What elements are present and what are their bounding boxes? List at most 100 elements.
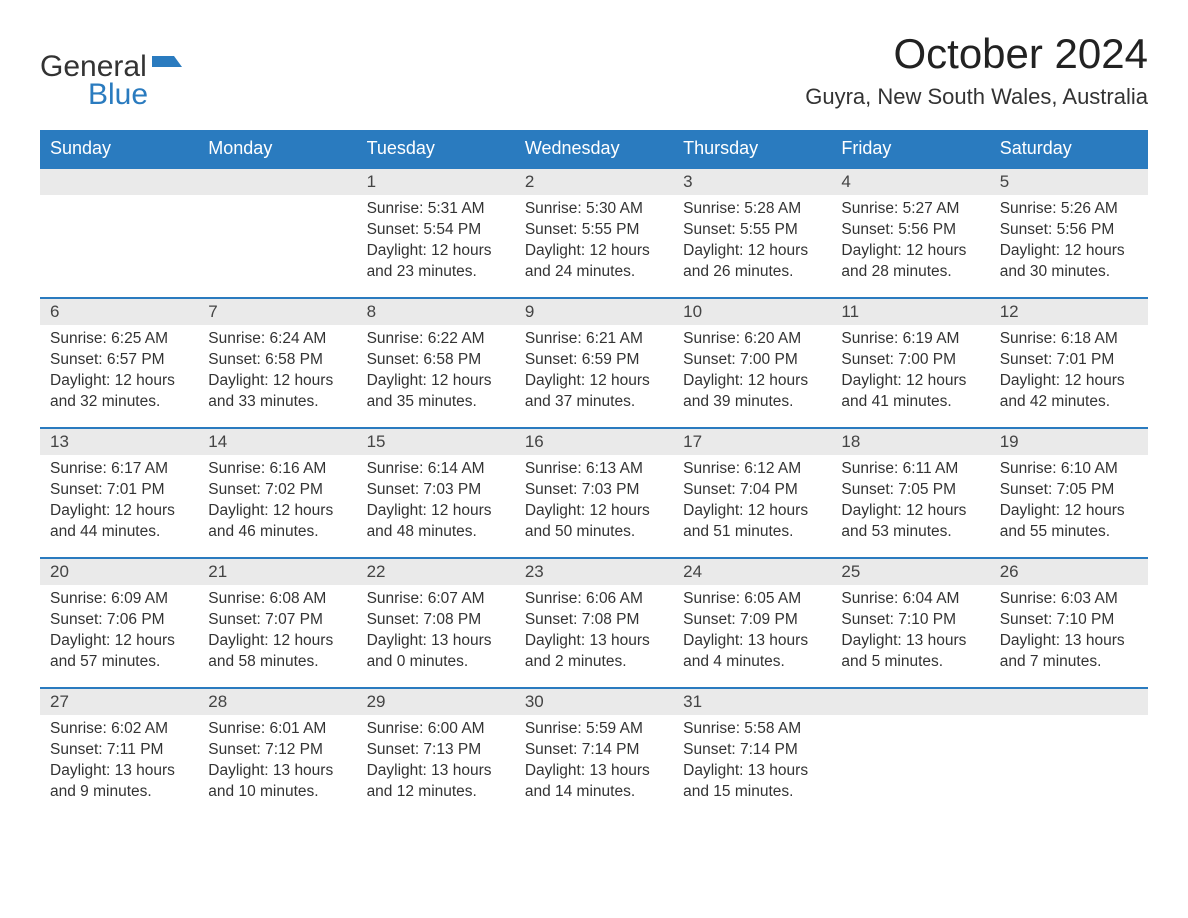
day-number: 29	[357, 689, 515, 715]
week-row: 13Sunrise: 6:17 AMSunset: 7:01 PMDayligh…	[40, 427, 1148, 557]
day-number: 3	[673, 169, 831, 195]
day-cell: 4Sunrise: 5:27 AMSunset: 5:56 PMDaylight…	[831, 169, 989, 297]
day-details: Sunrise: 5:58 AMSunset: 7:14 PMDaylight:…	[673, 715, 831, 803]
day-details: Sunrise: 5:59 AMSunset: 7:14 PMDaylight:…	[515, 715, 673, 803]
day-details: Sunrise: 6:20 AMSunset: 7:00 PMDaylight:…	[673, 325, 831, 413]
day-cell: 20Sunrise: 6:09 AMSunset: 7:06 PMDayligh…	[40, 559, 198, 687]
day-number: 24	[673, 559, 831, 585]
day-details: Sunrise: 6:17 AMSunset: 7:01 PMDaylight:…	[40, 455, 198, 543]
day-details: Sunrise: 6:10 AMSunset: 7:05 PMDaylight:…	[990, 455, 1148, 543]
day-number: 4	[831, 169, 989, 195]
day-details: Sunrise: 6:09 AMSunset: 7:06 PMDaylight:…	[40, 585, 198, 673]
day-cell: 13Sunrise: 6:17 AMSunset: 7:01 PMDayligh…	[40, 429, 198, 557]
day-details: Sunrise: 6:24 AMSunset: 6:58 PMDaylight:…	[198, 325, 356, 413]
day-cell	[831, 689, 989, 817]
calendar: SundayMondayTuesdayWednesdayThursdayFrid…	[40, 130, 1148, 817]
day-number: 6	[40, 299, 198, 325]
day-number: 30	[515, 689, 673, 715]
empty-day-bar	[198, 169, 356, 195]
day-details: Sunrise: 6:11 AMSunset: 7:05 PMDaylight:…	[831, 455, 989, 543]
location-text: Guyra, New South Wales, Australia	[805, 84, 1148, 110]
weekday-header: Saturday	[990, 130, 1148, 167]
day-details: Sunrise: 6:04 AMSunset: 7:10 PMDaylight:…	[831, 585, 989, 673]
day-details: Sunrise: 6:25 AMSunset: 6:57 PMDaylight:…	[40, 325, 198, 413]
day-cell: 27Sunrise: 6:02 AMSunset: 7:11 PMDayligh…	[40, 689, 198, 817]
header-row: General Blue October 2024 Guyra, New Sou…	[40, 30, 1148, 112]
week-row: 6Sunrise: 6:25 AMSunset: 6:57 PMDaylight…	[40, 297, 1148, 427]
day-details: Sunrise: 6:12 AMSunset: 7:04 PMDaylight:…	[673, 455, 831, 543]
day-number: 11	[831, 299, 989, 325]
day-cell: 19Sunrise: 6:10 AMSunset: 7:05 PMDayligh…	[990, 429, 1148, 557]
day-number: 10	[673, 299, 831, 325]
logo-text-blue: Blue	[88, 78, 182, 112]
day-details: Sunrise: 5:31 AMSunset: 5:54 PMDaylight:…	[357, 195, 515, 283]
day-cell: 21Sunrise: 6:08 AMSunset: 7:07 PMDayligh…	[198, 559, 356, 687]
day-number: 27	[40, 689, 198, 715]
day-cell: 17Sunrise: 6:12 AMSunset: 7:04 PMDayligh…	[673, 429, 831, 557]
day-details: Sunrise: 5:28 AMSunset: 5:55 PMDaylight:…	[673, 195, 831, 283]
day-number: 1	[357, 169, 515, 195]
title-block: October 2024 Guyra, New South Wales, Aus…	[805, 30, 1148, 110]
day-number: 17	[673, 429, 831, 455]
day-number: 13	[40, 429, 198, 455]
day-number: 23	[515, 559, 673, 585]
day-cell: 29Sunrise: 6:00 AMSunset: 7:13 PMDayligh…	[357, 689, 515, 817]
day-number: 12	[990, 299, 1148, 325]
empty-day-bar	[990, 689, 1148, 715]
weekday-header: Monday	[198, 130, 356, 167]
day-cell: 24Sunrise: 6:05 AMSunset: 7:09 PMDayligh…	[673, 559, 831, 687]
week-row: 1Sunrise: 5:31 AMSunset: 5:54 PMDaylight…	[40, 167, 1148, 297]
logo-flag-icon	[152, 56, 182, 83]
day-cell: 15Sunrise: 6:14 AMSunset: 7:03 PMDayligh…	[357, 429, 515, 557]
day-cell: 7Sunrise: 6:24 AMSunset: 6:58 PMDaylight…	[198, 299, 356, 427]
day-details: Sunrise: 5:26 AMSunset: 5:56 PMDaylight:…	[990, 195, 1148, 283]
day-details: Sunrise: 5:30 AMSunset: 5:55 PMDaylight:…	[515, 195, 673, 283]
day-number: 2	[515, 169, 673, 195]
day-cell	[198, 169, 356, 297]
day-cell: 25Sunrise: 6:04 AMSunset: 7:10 PMDayligh…	[831, 559, 989, 687]
day-cell: 9Sunrise: 6:21 AMSunset: 6:59 PMDaylight…	[515, 299, 673, 427]
weekday-header: Wednesday	[515, 130, 673, 167]
weekday-header-row: SundayMondayTuesdayWednesdayThursdayFrid…	[40, 130, 1148, 167]
day-number: 28	[198, 689, 356, 715]
day-cell: 14Sunrise: 6:16 AMSunset: 7:02 PMDayligh…	[198, 429, 356, 557]
week-row: 27Sunrise: 6:02 AMSunset: 7:11 PMDayligh…	[40, 687, 1148, 817]
day-number: 9	[515, 299, 673, 325]
day-details: Sunrise: 6:01 AMSunset: 7:12 PMDaylight:…	[198, 715, 356, 803]
day-details: Sunrise: 6:19 AMSunset: 7:00 PMDaylight:…	[831, 325, 989, 413]
empty-day-bar	[831, 689, 989, 715]
weekday-header: Friday	[831, 130, 989, 167]
day-cell	[40, 169, 198, 297]
day-number: 26	[990, 559, 1148, 585]
day-details: Sunrise: 6:00 AMSunset: 7:13 PMDaylight:…	[357, 715, 515, 803]
day-number: 18	[831, 429, 989, 455]
day-number: 19	[990, 429, 1148, 455]
day-cell: 5Sunrise: 5:26 AMSunset: 5:56 PMDaylight…	[990, 169, 1148, 297]
day-number: 31	[673, 689, 831, 715]
day-number: 7	[198, 299, 356, 325]
day-number: 14	[198, 429, 356, 455]
day-number: 8	[357, 299, 515, 325]
day-cell: 12Sunrise: 6:18 AMSunset: 7:01 PMDayligh…	[990, 299, 1148, 427]
day-details: Sunrise: 6:16 AMSunset: 7:02 PMDaylight:…	[198, 455, 356, 543]
day-details: Sunrise: 6:18 AMSunset: 7:01 PMDaylight:…	[990, 325, 1148, 413]
day-cell: 10Sunrise: 6:20 AMSunset: 7:00 PMDayligh…	[673, 299, 831, 427]
day-cell: 30Sunrise: 5:59 AMSunset: 7:14 PMDayligh…	[515, 689, 673, 817]
day-details: Sunrise: 6:08 AMSunset: 7:07 PMDaylight:…	[198, 585, 356, 673]
day-number: 20	[40, 559, 198, 585]
day-details: Sunrise: 6:02 AMSunset: 7:11 PMDaylight:…	[40, 715, 198, 803]
day-cell: 8Sunrise: 6:22 AMSunset: 6:58 PMDaylight…	[357, 299, 515, 427]
logo: General Blue	[40, 30, 182, 112]
day-cell: 23Sunrise: 6:06 AMSunset: 7:08 PMDayligh…	[515, 559, 673, 687]
day-details: Sunrise: 5:27 AMSunset: 5:56 PMDaylight:…	[831, 195, 989, 283]
day-cell: 1Sunrise: 5:31 AMSunset: 5:54 PMDaylight…	[357, 169, 515, 297]
day-number: 21	[198, 559, 356, 585]
day-cell: 11Sunrise: 6:19 AMSunset: 7:00 PMDayligh…	[831, 299, 989, 427]
day-details: Sunrise: 6:21 AMSunset: 6:59 PMDaylight:…	[515, 325, 673, 413]
day-details: Sunrise: 6:07 AMSunset: 7:08 PMDaylight:…	[357, 585, 515, 673]
day-details: Sunrise: 6:05 AMSunset: 7:09 PMDaylight:…	[673, 585, 831, 673]
day-number: 5	[990, 169, 1148, 195]
day-cell: 6Sunrise: 6:25 AMSunset: 6:57 PMDaylight…	[40, 299, 198, 427]
day-details: Sunrise: 6:22 AMSunset: 6:58 PMDaylight:…	[357, 325, 515, 413]
day-cell: 28Sunrise: 6:01 AMSunset: 7:12 PMDayligh…	[198, 689, 356, 817]
